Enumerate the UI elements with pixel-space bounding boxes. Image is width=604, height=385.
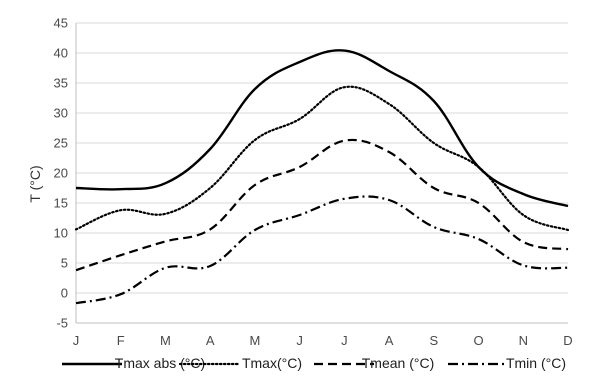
legend: Tmax abs (°C) Tmax(°C) Tmean (°C) Tmin (°C)	[62, 355, 566, 371]
x-tick-label: M	[249, 333, 260, 348]
data-series	[74, 49, 570, 305]
axes	[75, 23, 568, 324]
legend-label: Tmax abs (°C)	[115, 355, 205, 371]
y-tick-label: 30	[54, 106, 68, 121]
y-tick-labels: -5 0 5 10 15 20 25 30 35 40 45	[54, 16, 68, 331]
x-tick-label: M	[160, 333, 171, 348]
series-line	[75, 138, 569, 272]
y-tick-label: 35	[54, 76, 68, 91]
legend-label: Tmean (°C)	[362, 355, 435, 371]
legend-item: Tmin (°C)	[448, 355, 566, 371]
x-tick-label: O	[473, 333, 483, 348]
x-tick-label: A	[206, 333, 215, 348]
y-tick-label: 45	[54, 16, 68, 31]
y-tick-label: 15	[54, 196, 68, 211]
y-tick-label: 0	[61, 286, 68, 301]
y-tick-label: 10	[54, 226, 68, 241]
x-tick-label: F	[117, 333, 125, 348]
x-tick-label: D	[563, 333, 572, 348]
legend-item: Tmax(°C)	[178, 355, 302, 371]
x-tick-label: J	[296, 333, 303, 348]
x-tick-label: A	[385, 333, 394, 348]
y-tick-label: 20	[54, 166, 68, 181]
x-tick-label: J	[341, 333, 348, 348]
y-tick-label: 5	[61, 256, 68, 271]
y-tick-label: 40	[54, 46, 68, 61]
x-tick-label: S	[429, 333, 438, 348]
series-line	[74, 85, 570, 232]
x-tick-label: N	[519, 333, 528, 348]
x-tick-label: J	[73, 333, 80, 348]
y-tick-label: -5	[56, 316, 68, 331]
y-tick-label: 25	[54, 136, 68, 151]
y-axis-label: T (°C)	[27, 165, 43, 202]
legend-item: Tmax abs (°C)	[62, 355, 205, 371]
series-line	[75, 195, 569, 305]
grid-lines	[76, 22, 568, 324]
legend-label: Tmax(°C)	[242, 355, 302, 371]
legend-label: Tmin (°C)	[506, 355, 566, 371]
legend-item: Tmean (°C)	[314, 355, 434, 371]
